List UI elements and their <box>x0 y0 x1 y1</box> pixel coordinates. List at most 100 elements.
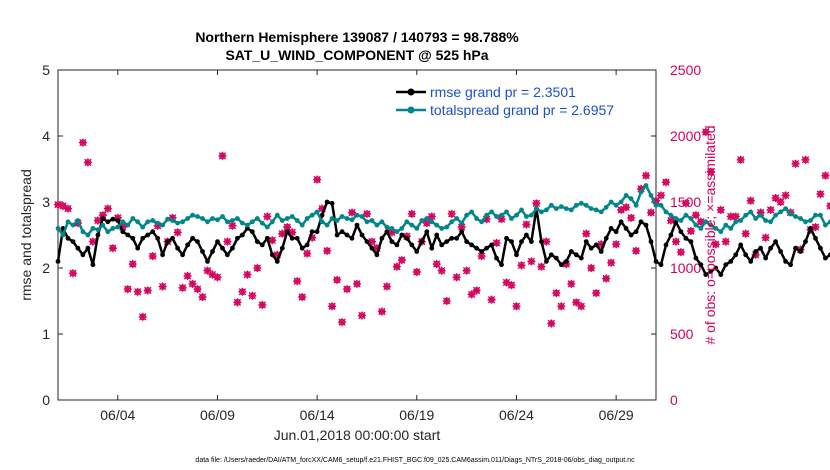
plot-area <box>57 69 657 401</box>
obs-assimilated-marker <box>178 283 187 292</box>
rmse-point <box>145 232 151 238</box>
totalspread-point <box>180 219 186 225</box>
rmse-point <box>254 239 260 245</box>
rmse-point <box>245 226 250 231</box>
rmse-point <box>578 255 584 261</box>
totalspread-point <box>434 222 440 228</box>
obs-assimilated-marker <box>701 128 710 137</box>
rmse-point <box>469 242 474 248</box>
rmse-point <box>90 262 96 268</box>
totalspread-point <box>688 216 694 221</box>
obs-assimilated-marker <box>88 237 97 246</box>
rmse-point <box>304 242 310 248</box>
rmse-point <box>324 199 330 205</box>
totalspread-point <box>763 218 768 223</box>
obs-assimilated-marker <box>392 262 401 271</box>
obs-assimilated-marker <box>318 204 327 213</box>
obs-assimilated-marker <box>338 318 347 327</box>
obs-assimilated-marker <box>482 215 491 224</box>
obs-assimilated-marker <box>148 252 157 261</box>
obs-count-point <box>407 209 416 218</box>
obs-count-point <box>218 151 227 160</box>
totalspread-point <box>409 222 415 228</box>
obs-assimilated-marker <box>492 238 501 247</box>
totalspread-point <box>703 219 709 225</box>
obs-assimilated-marker <box>233 298 242 307</box>
rmse-point <box>230 245 235 251</box>
obs-assimilated-marker <box>816 190 825 199</box>
totalspread-point <box>509 216 514 221</box>
obs-assimilated-marker <box>323 246 332 255</box>
right-axis-ticks: 05001000150020002500 <box>651 62 701 408</box>
obs-assimilated-marker <box>557 302 566 311</box>
rmse-point <box>364 239 370 245</box>
obs-assimilated-marker <box>622 203 631 212</box>
obs-assimilated-marker <box>63 204 72 213</box>
obs-assimilated-marker <box>108 244 117 253</box>
rmse-point <box>793 245 798 251</box>
totalspread-point <box>80 229 86 235</box>
obs-assimilated-marker <box>333 275 342 284</box>
obs-assimilated-marker <box>791 159 800 168</box>
rmse-point <box>394 242 400 248</box>
rmse-point <box>668 232 674 238</box>
obs-assimilated-marker <box>193 285 202 294</box>
obs-assimilated-marker <box>617 205 626 214</box>
totalspread-point <box>464 212 469 218</box>
rmse-point <box>125 232 131 238</box>
obs-assimilated-marker <box>208 270 217 279</box>
obs-count-point <box>492 238 501 247</box>
totalspread-point <box>190 212 196 218</box>
rmse-point <box>519 239 524 245</box>
obs-count-point <box>826 201 830 210</box>
rmse-point <box>140 235 146 241</box>
obs-count-point <box>392 262 401 271</box>
obs-count-point <box>681 199 690 208</box>
obs-count-point <box>213 273 222 282</box>
rmse-point <box>603 235 609 241</box>
obs-count-point <box>552 289 561 298</box>
obs-count-point <box>223 237 232 246</box>
totalspread-point <box>738 218 744 223</box>
rmse-point <box>379 235 385 241</box>
obs-assimilated-marker <box>223 237 232 246</box>
rmse-point <box>259 242 265 248</box>
obs-assimilated-marker <box>477 252 486 261</box>
rmse-point <box>718 272 724 277</box>
totalspread-point <box>334 218 340 223</box>
obs-count-point <box>198 293 207 302</box>
rmse-point <box>788 262 793 268</box>
obs-assimilated-marker <box>811 223 820 232</box>
totalspread-point <box>205 219 210 225</box>
totalspread-point <box>633 202 639 208</box>
obs-count-point <box>243 270 252 279</box>
obs-count-point <box>587 264 596 272</box>
rmse-point <box>658 262 664 268</box>
obs-assimilated-marker <box>238 287 247 296</box>
right-tick-label: 1000 <box>670 260 701 276</box>
totalspread-point <box>529 212 534 218</box>
rmse-point <box>768 245 773 251</box>
obs-assimilated-marker <box>362 209 371 218</box>
obs-assimilated-marker <box>731 212 740 221</box>
left-tick-label: 3 <box>42 194 50 210</box>
rmse-point <box>593 242 599 248</box>
rmse-line <box>56 200 830 276</box>
obs-assimilated-marker <box>118 223 127 232</box>
obs-assimilated-marker <box>158 282 167 291</box>
obs-count-point <box>133 287 142 296</box>
rmse-point <box>210 249 215 254</box>
totalspread-point <box>553 206 559 212</box>
rmse-point <box>225 252 230 258</box>
rmse-point <box>494 255 499 261</box>
totalspread-point <box>419 218 425 223</box>
totalspread-point <box>379 219 385 225</box>
obs-count-point <box>343 285 352 294</box>
rmse-point <box>608 226 614 231</box>
rmse-point <box>404 235 410 241</box>
obs-assimilated-marker <box>527 257 536 266</box>
totalspread-point <box>768 219 773 225</box>
rmse-point <box>738 242 744 248</box>
obs-assimilated-marker <box>432 260 441 269</box>
totalspread-point <box>484 212 489 218</box>
